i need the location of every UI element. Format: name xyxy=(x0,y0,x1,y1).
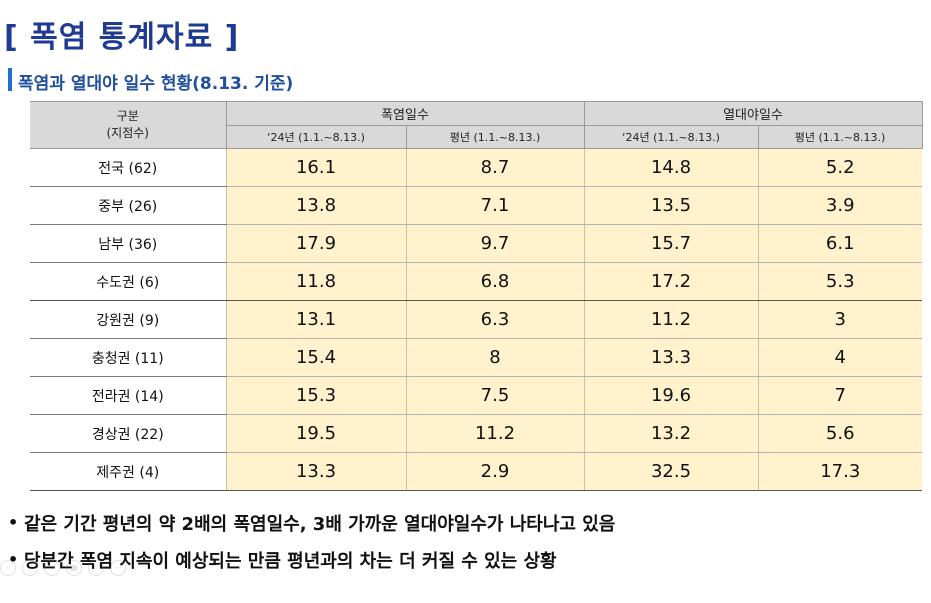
table-row: 수도권 (6) 11.8 6.8 17.2 5.3 xyxy=(30,262,922,301)
list-item: • 당분간 폭염 지속이 예상되는 만큼 평년과의 차는 더 커질 수 있는 상… xyxy=(8,541,615,578)
next-slide-icon[interactable]: › xyxy=(22,560,38,576)
region-cell: 경상권 (22) xyxy=(30,414,226,453)
subtitle-accent-bar xyxy=(8,68,12,91)
table-row: 충청권 (11) 15.4 8 13.3 4 xyxy=(30,338,922,377)
value-cell: 2.9 xyxy=(405,452,584,491)
value-cell: 16.1 xyxy=(225,148,406,187)
value-cell: 7.5 xyxy=(405,376,584,415)
value-cell: 3.9 xyxy=(757,186,922,225)
list-item: • 같은 기간 평년의 약 2배의 폭염일수, 3배 가까운 열대야일수가 나타… xyxy=(8,504,615,541)
value-cell: 8 xyxy=(405,338,584,377)
region-cell: 제주권 (4) xyxy=(30,452,226,491)
value-cell: 6.3 xyxy=(405,300,584,339)
value-cell: 19.5 xyxy=(225,414,406,453)
sub-header-heatwave-2024: ‘24년 (1.1.~8.13.) xyxy=(225,125,407,149)
value-cell: 7.1 xyxy=(405,186,584,225)
section-subtitle: 폭염과 열대야 일수 현황(8.13. 기준) xyxy=(18,74,294,94)
sub-header-heatwave-normal: 평년 (1.1.~8.13.) xyxy=(405,125,585,149)
value-cell: 13.3 xyxy=(225,452,406,491)
table-row: 강원권 (9) 13.1 6.3 11.2 3 xyxy=(30,300,922,339)
region-cell: 전국 (62) xyxy=(30,148,226,187)
table-row: 전라권 (14) 15.3 7.5 19.6 7 xyxy=(30,376,922,415)
tropical-night-days-header: 열대야일수 xyxy=(583,101,923,126)
bullet-text: 당분간 폭염 지속이 예상되는 만큼 평년과의 차는 더 커질 수 있는 상황 xyxy=(24,550,557,572)
value-cell: 13.3 xyxy=(583,338,758,377)
region-cell: 전라권 (14) xyxy=(30,376,226,415)
heatwave-days-header: 폭염일수 xyxy=(225,101,585,126)
value-cell: 32.5 xyxy=(583,452,758,491)
previous-slide-icon[interactable]: ‹ xyxy=(0,560,16,576)
summary-bullets: • 같은 기간 평년의 약 2배의 폭염일수, 3배 가까운 열대야일수가 나타… xyxy=(8,504,615,578)
bullet-text: 같은 기간 평년의 약 2배의 폭염일수, 3배 가까운 열대야일수가 나타나고… xyxy=(24,513,616,535)
value-cell: 5.6 xyxy=(757,414,922,453)
value-cell: 4 xyxy=(757,338,922,377)
pen-icon[interactable]: ✎ xyxy=(44,560,60,576)
value-cell: 17.9 xyxy=(225,224,406,263)
value-cell: 5.3 xyxy=(757,262,922,301)
slide-control-toolbar: ‹ › ✎ ▦ ⌕ ⋯ xyxy=(0,560,126,576)
table-row: 중부 (26) 13.8 7.1 13.5 3.9 xyxy=(30,186,922,225)
table-row: 제주권 (4) 13.3 2.9 32.5 17.3 xyxy=(30,452,922,491)
bullet-icon: • xyxy=(8,513,19,532)
table-row: 전국 (62) 16.1 8.7 14.8 5.2 xyxy=(30,148,922,187)
bullet-icon: • xyxy=(8,550,19,569)
value-cell: 15.4 xyxy=(225,338,406,377)
value-cell: 9.7 xyxy=(405,224,584,263)
region-cell: 강원권 (9) xyxy=(30,300,226,339)
value-cell: 15.3 xyxy=(225,376,406,415)
table-row: 남부 (36) 17.9 9.7 15.7 6.1 xyxy=(30,224,922,263)
zoom-icon[interactable]: ⌕ xyxy=(88,560,104,576)
value-cell: 8.7 xyxy=(405,148,584,187)
value-cell: 13.5 xyxy=(583,186,758,225)
value-cell: 6.1 xyxy=(757,224,922,263)
value-cell: 13.8 xyxy=(225,186,406,225)
value-cell: 3 xyxy=(757,300,922,339)
value-cell: 17.2 xyxy=(583,262,758,301)
table-row: 경상권 (22) 19.5 11.2 13.2 5.6 xyxy=(30,414,922,453)
more-options-icon[interactable]: ⋯ xyxy=(110,560,126,576)
value-cell: 17.3 xyxy=(757,452,922,491)
value-cell: 11.8 xyxy=(225,262,406,301)
region-header-sublabel: (지점수) xyxy=(106,126,149,140)
value-cell: 7 xyxy=(757,376,922,415)
value-cell: 11.2 xyxy=(583,300,758,339)
sub-header-tropical-2024: ‘24년 (1.1.~8.13.) xyxy=(583,125,759,149)
region-cell: 중부 (26) xyxy=(30,186,226,225)
value-cell: 13.2 xyxy=(583,414,758,453)
region-header-label: 구분 xyxy=(116,109,139,123)
value-cell: 15.7 xyxy=(583,224,758,263)
value-cell: 11.2 xyxy=(405,414,584,453)
slides-grid-icon[interactable]: ▦ xyxy=(66,560,82,576)
region-cell: 남부 (36) xyxy=(30,224,226,263)
page-title: [ 폭염 통계자료 ] xyxy=(4,20,240,55)
sub-header-tropical-normal: 평년 (1.1.~8.13.) xyxy=(757,125,923,149)
region-column-header: 구분 (지점수) xyxy=(30,101,227,149)
region-cell: 수도권 (6) xyxy=(30,262,226,301)
heatwave-stats-table: 구분 (지점수) 폭염일수 열대야일수 ‘24년 (1.1.~8.13.) 평년… xyxy=(30,101,923,491)
value-cell: 14.8 xyxy=(583,148,758,187)
value-cell: 19.6 xyxy=(583,376,758,415)
region-cell: 충청권 (11) xyxy=(30,338,226,377)
value-cell: 13.1 xyxy=(225,300,406,339)
value-cell: 6.8 xyxy=(405,262,584,301)
value-cell: 5.2 xyxy=(757,148,922,187)
